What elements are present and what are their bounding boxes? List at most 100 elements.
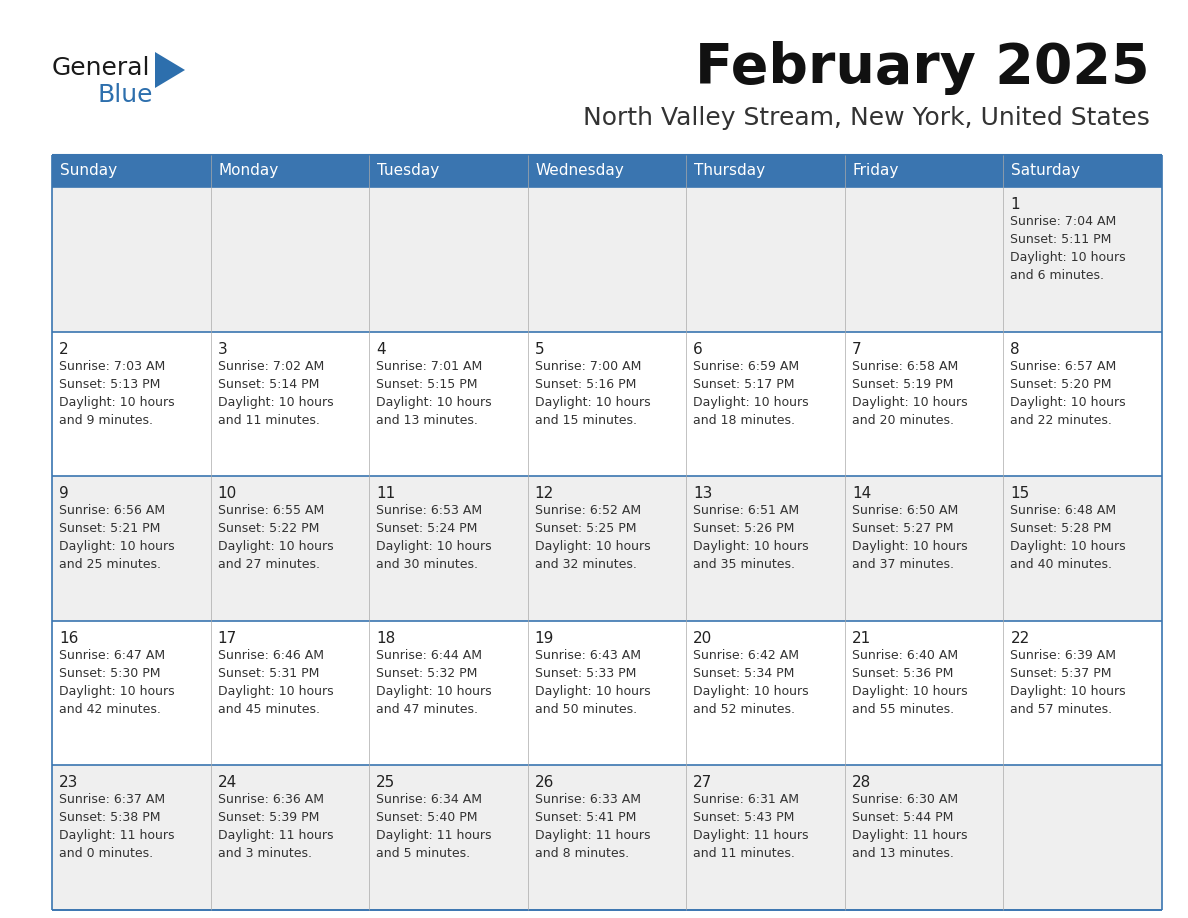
Text: Sunrise: 6:56 AM
Sunset: 5:21 PM
Daylight: 10 hours
and 25 minutes.: Sunrise: 6:56 AM Sunset: 5:21 PM Dayligh… [59,504,175,571]
Text: Sunrise: 7:03 AM
Sunset: 5:13 PM
Daylight: 10 hours
and 9 minutes.: Sunrise: 7:03 AM Sunset: 5:13 PM Dayligh… [59,360,175,427]
Text: 10: 10 [217,487,236,501]
Bar [527,155,687,187]
Text: 26: 26 [535,776,554,790]
Bar [52,331,210,476]
Text: 20: 20 [694,631,713,645]
Bar [687,766,845,910]
Bar [1004,331,1162,476]
Text: General: General [52,56,151,80]
Bar [527,476,687,621]
Text: Sunrise: 6:55 AM
Sunset: 5:22 PM
Daylight: 10 hours
and 27 minutes.: Sunrise: 6:55 AM Sunset: 5:22 PM Dayligh… [217,504,333,571]
Bar [687,621,845,766]
Text: Sunrise: 6:47 AM
Sunset: 5:30 PM
Daylight: 10 hours
and 42 minutes.: Sunrise: 6:47 AM Sunset: 5:30 PM Dayligh… [59,649,175,716]
Text: Sunrise: 6:42 AM
Sunset: 5:34 PM
Daylight: 10 hours
and 52 minutes.: Sunrise: 6:42 AM Sunset: 5:34 PM Dayligh… [694,649,809,716]
Text: February 2025: February 2025 [695,41,1150,95]
Text: 16: 16 [59,631,78,645]
Bar [527,187,687,331]
Bar [845,155,1004,187]
Bar [687,187,845,331]
Text: Sunrise: 6:30 AM
Sunset: 5:44 PM
Daylight: 11 hours
and 13 minutes.: Sunrise: 6:30 AM Sunset: 5:44 PM Dayligh… [852,793,967,860]
Bar [1004,621,1162,766]
Bar [369,621,527,766]
Text: Wednesday: Wednesday [536,163,625,178]
Text: 4: 4 [377,341,386,356]
Text: Sunrise: 6:51 AM
Sunset: 5:26 PM
Daylight: 10 hours
and 35 minutes.: Sunrise: 6:51 AM Sunset: 5:26 PM Dayligh… [694,504,809,571]
Bar [369,187,527,331]
Text: Sunrise: 6:59 AM
Sunset: 5:17 PM
Daylight: 10 hours
and 18 minutes.: Sunrise: 6:59 AM Sunset: 5:17 PM Dayligh… [694,360,809,427]
Text: Saturday: Saturday [1011,163,1080,178]
Text: North Valley Stream, New York, United States: North Valley Stream, New York, United St… [583,106,1150,130]
Text: 21: 21 [852,631,871,645]
Text: Sunday: Sunday [61,163,118,178]
Text: 1: 1 [1011,197,1020,212]
Text: Sunrise: 6:39 AM
Sunset: 5:37 PM
Daylight: 10 hours
and 57 minutes.: Sunrise: 6:39 AM Sunset: 5:37 PM Dayligh… [1011,649,1126,716]
Bar [1004,476,1162,621]
Text: 8: 8 [1011,341,1020,356]
Text: 7: 7 [852,341,861,356]
Bar [52,476,210,621]
Text: 11: 11 [377,487,396,501]
Bar [210,331,369,476]
Text: Sunrise: 6:53 AM
Sunset: 5:24 PM
Daylight: 10 hours
and 30 minutes.: Sunrise: 6:53 AM Sunset: 5:24 PM Dayligh… [377,504,492,571]
Bar [687,476,845,621]
Bar [845,187,1004,331]
Bar [845,331,1004,476]
Bar [210,621,369,766]
Bar [1004,187,1162,331]
Polygon shape [154,52,185,88]
Text: Thursday: Thursday [694,163,765,178]
Text: 2: 2 [59,341,69,356]
Bar [52,766,210,910]
Bar [52,155,210,187]
Bar [687,155,845,187]
Text: 17: 17 [217,631,236,645]
Bar [210,766,369,910]
Text: 5: 5 [535,341,544,356]
Bar [369,331,527,476]
Bar [1004,766,1162,910]
Text: 23: 23 [59,776,78,790]
Text: Sunrise: 6:37 AM
Sunset: 5:38 PM
Daylight: 11 hours
and 0 minutes.: Sunrise: 6:37 AM Sunset: 5:38 PM Dayligh… [59,793,175,860]
Text: 3: 3 [217,341,227,356]
Text: 24: 24 [217,776,236,790]
Text: Sunrise: 6:46 AM
Sunset: 5:31 PM
Daylight: 10 hours
and 45 minutes.: Sunrise: 6:46 AM Sunset: 5:31 PM Dayligh… [217,649,333,716]
Text: Sunrise: 6:52 AM
Sunset: 5:25 PM
Daylight: 10 hours
and 32 minutes.: Sunrise: 6:52 AM Sunset: 5:25 PM Dayligh… [535,504,650,571]
Text: Sunrise: 6:44 AM
Sunset: 5:32 PM
Daylight: 10 hours
and 47 minutes.: Sunrise: 6:44 AM Sunset: 5:32 PM Dayligh… [377,649,492,716]
Bar [845,476,1004,621]
Text: Sunrise: 6:31 AM
Sunset: 5:43 PM
Daylight: 11 hours
and 11 minutes.: Sunrise: 6:31 AM Sunset: 5:43 PM Dayligh… [694,793,809,860]
Bar [1004,155,1162,187]
Bar [527,621,687,766]
Text: Sunrise: 7:00 AM
Sunset: 5:16 PM
Daylight: 10 hours
and 15 minutes.: Sunrise: 7:00 AM Sunset: 5:16 PM Dayligh… [535,360,650,427]
Text: Sunrise: 7:04 AM
Sunset: 5:11 PM
Daylight: 10 hours
and 6 minutes.: Sunrise: 7:04 AM Sunset: 5:11 PM Dayligh… [1011,215,1126,282]
Text: Sunrise: 6:50 AM
Sunset: 5:27 PM
Daylight: 10 hours
and 37 minutes.: Sunrise: 6:50 AM Sunset: 5:27 PM Dayligh… [852,504,967,571]
Text: Sunrise: 6:36 AM
Sunset: 5:39 PM
Daylight: 11 hours
and 3 minutes.: Sunrise: 6:36 AM Sunset: 5:39 PM Dayligh… [217,793,333,860]
Text: Monday: Monday [219,163,279,178]
Text: Friday: Friday [853,163,899,178]
Text: 22: 22 [1011,631,1030,645]
Text: Sunrise: 6:48 AM
Sunset: 5:28 PM
Daylight: 10 hours
and 40 minutes.: Sunrise: 6:48 AM Sunset: 5:28 PM Dayligh… [1011,504,1126,571]
Bar [687,331,845,476]
Text: Sunrise: 6:58 AM
Sunset: 5:19 PM
Daylight: 10 hours
and 20 minutes.: Sunrise: 6:58 AM Sunset: 5:19 PM Dayligh… [852,360,967,427]
Bar [369,155,527,187]
Text: Sunrise: 6:34 AM
Sunset: 5:40 PM
Daylight: 11 hours
and 5 minutes.: Sunrise: 6:34 AM Sunset: 5:40 PM Dayligh… [377,793,492,860]
Bar [845,621,1004,766]
Text: 27: 27 [694,776,713,790]
Text: 15: 15 [1011,487,1030,501]
Text: 25: 25 [377,776,396,790]
Text: 28: 28 [852,776,871,790]
Bar [845,766,1004,910]
Text: 18: 18 [377,631,396,645]
Bar [527,331,687,476]
Text: Sunrise: 6:43 AM
Sunset: 5:33 PM
Daylight: 10 hours
and 50 minutes.: Sunrise: 6:43 AM Sunset: 5:33 PM Dayligh… [535,649,650,716]
Text: Sunrise: 7:02 AM
Sunset: 5:14 PM
Daylight: 10 hours
and 11 minutes.: Sunrise: 7:02 AM Sunset: 5:14 PM Dayligh… [217,360,333,427]
Text: 14: 14 [852,487,871,501]
Text: Blue: Blue [97,83,152,107]
Text: 12: 12 [535,487,554,501]
Text: Sunrise: 6:40 AM
Sunset: 5:36 PM
Daylight: 10 hours
and 55 minutes.: Sunrise: 6:40 AM Sunset: 5:36 PM Dayligh… [852,649,967,716]
Bar [369,476,527,621]
Bar [210,155,369,187]
Text: 6: 6 [694,341,703,356]
Bar [210,476,369,621]
Bar [369,766,527,910]
Bar [210,187,369,331]
